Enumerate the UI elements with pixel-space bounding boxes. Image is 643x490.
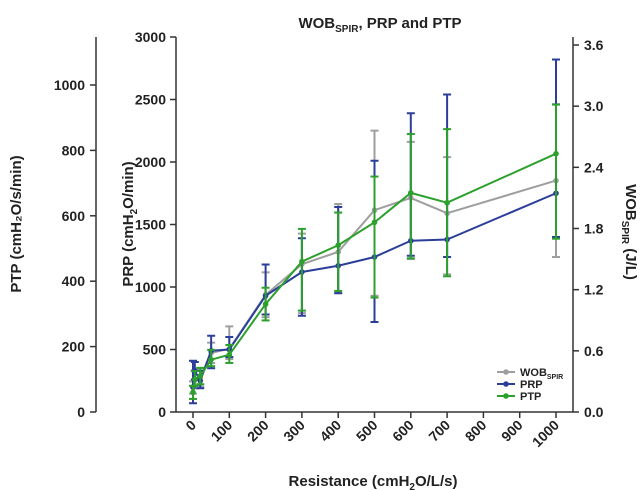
series-layer <box>189 58 560 405</box>
prp-axis-label-rest: O/min) <box>120 161 137 209</box>
prp-axis-label-main: PRP (cmH <box>120 214 137 286</box>
prp-axis-label: PRP (cmH2O/min) <box>120 161 140 286</box>
legend-marker <box>503 369 509 375</box>
wob-axis-label: WOBSPIR (J/L) <box>619 184 639 280</box>
legend-marker <box>503 381 509 387</box>
x-tick-label: 200 <box>244 417 272 445</box>
data-point <box>553 150 559 157</box>
ptp-tick-label: 600 <box>62 208 86 224</box>
ptp-axis-label: PTP (cmH₂O/s/min) <box>8 155 25 292</box>
x-tick-label: 800 <box>462 417 490 445</box>
prp-tick-label: 3000 <box>135 29 166 45</box>
x-tick-label: 900 <box>498 417 526 445</box>
x-axis-label-sub: 2 <box>409 482 415 490</box>
wob-tick-label: 1.2 <box>584 282 604 298</box>
data-point <box>190 389 196 396</box>
prp-tick-label: 0 <box>158 404 166 420</box>
data-point <box>262 301 269 307</box>
ptp-tick-label: 800 <box>62 142 86 158</box>
prp-tick-label: 2000 <box>135 154 166 170</box>
x-axis-label-rest: O/L/s) <box>415 473 458 490</box>
ptp-tick-label: 0 <box>77 404 85 420</box>
prp-tick-label: 2500 <box>135 92 166 108</box>
legend-label: WOBSPIR <box>520 367 563 381</box>
legend-label-main: PTP <box>520 391 541 403</box>
ptp-tick-label: 200 <box>62 339 86 355</box>
x-tick-label: 100 <box>208 417 236 445</box>
prp-tick-label: 1500 <box>135 217 166 233</box>
chart-title: WOBSPIR, PRP and PTP <box>298 15 461 35</box>
x-tick-label: 1000 <box>529 417 562 450</box>
data-point <box>197 373 204 379</box>
ptp-tick-label: 1000 <box>54 77 85 93</box>
data-point <box>335 242 342 249</box>
data-point <box>444 199 450 206</box>
data-point <box>299 258 305 265</box>
legend-label: PRP <box>520 379 543 391</box>
wob-tick-label: 0.6 <box>584 343 604 359</box>
data-point <box>226 351 233 358</box>
data-point <box>371 219 378 226</box>
series-ptp <box>189 103 560 400</box>
wob-tick-label: 3.6 <box>584 37 604 53</box>
prp-tick-label: 500 <box>143 342 167 358</box>
chart-title-sub: SPIR <box>335 24 359 35</box>
ptp-tick-label: 400 <box>62 273 86 289</box>
x-axis-label: Resistance (cmH2O/L/s) <box>289 473 458 490</box>
wob-axis-label-rest: (J/L) <box>622 244 639 280</box>
legend-marker <box>503 393 509 399</box>
data-point <box>408 190 414 196</box>
chart-title-rest: , PRP and PTP <box>358 15 461 32</box>
x-tick-label: 700 <box>425 417 453 445</box>
prp-tick-label: 1000 <box>135 279 166 295</box>
legend-label-main: PRP <box>520 379 543 391</box>
legend-label: PTP <box>520 391 541 403</box>
wob-axis-label-sub: SPIR <box>619 221 630 245</box>
wob-tick-label: 1.8 <box>584 221 604 237</box>
wob-tick-label: 3.0 <box>584 98 604 114</box>
chart-title-main: WOB <box>298 15 335 32</box>
x-tick-label: 500 <box>353 417 381 445</box>
wob-tick-label: 2.4 <box>584 159 604 175</box>
data-point <box>208 356 214 363</box>
wob-tick-label: 0.0 <box>584 404 604 420</box>
x-tick-label: 600 <box>389 417 417 445</box>
data-point <box>192 376 198 383</box>
x-tick-label: 400 <box>316 417 344 445</box>
x-axis-label-main: Resistance (cmH <box>289 473 410 490</box>
x-tick-label: 0 <box>182 417 199 434</box>
legend-label-main: WOB <box>520 367 547 379</box>
wob-axis-label-main: WOB <box>622 184 639 221</box>
x-tick-label: 300 <box>280 417 308 445</box>
legend-label-sub: SPIR <box>547 374 563 381</box>
prp-axis-label-sub: 2 <box>129 208 140 214</box>
